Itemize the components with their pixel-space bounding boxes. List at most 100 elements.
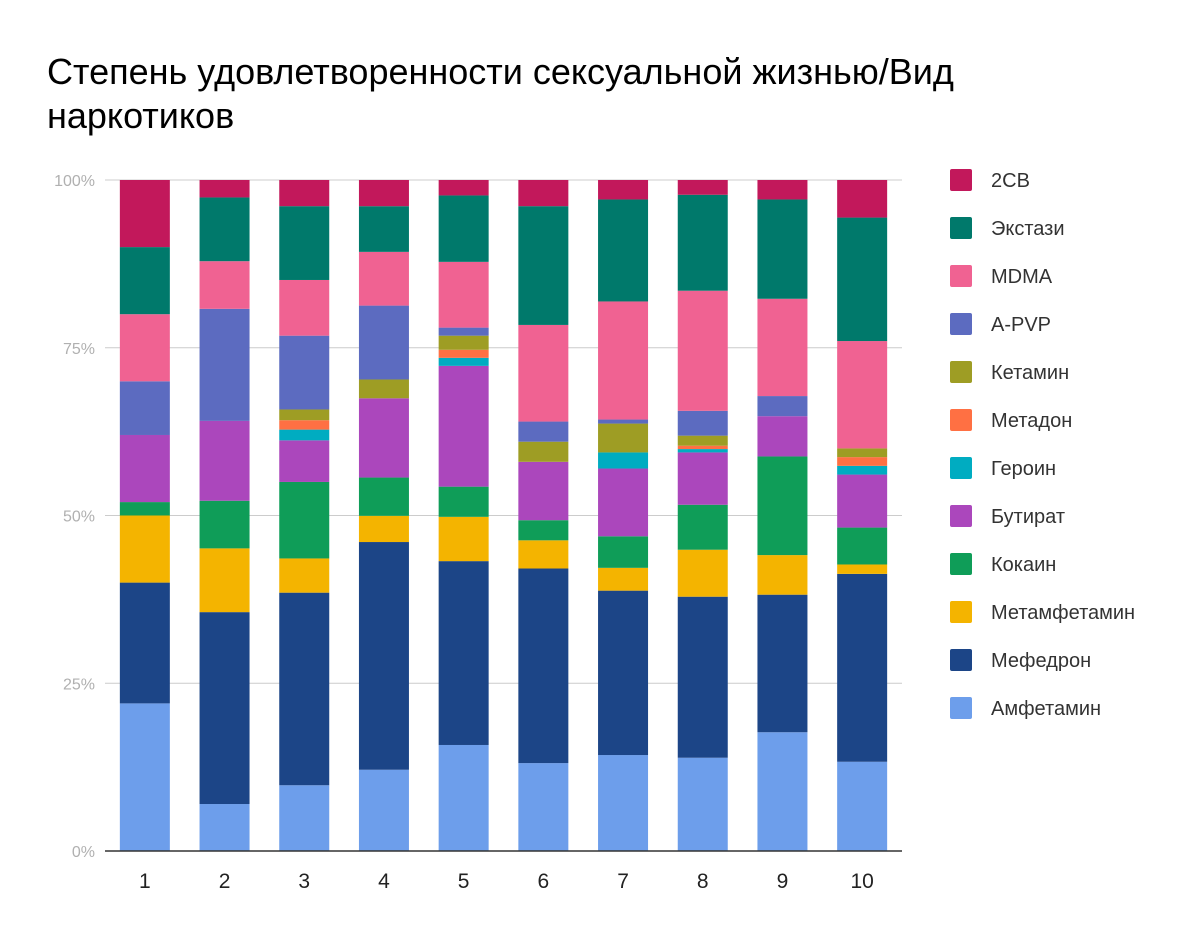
bar-segment xyxy=(757,416,808,457)
legend-label: MDMA xyxy=(991,266,1053,288)
legend: 2CB Экстази MDMA A-PVP Кетамин Метадон Героин Б… xyxy=(950,169,1135,720)
bar-segment xyxy=(757,555,808,595)
bar-segment xyxy=(677,410,728,436)
bar-segment xyxy=(199,548,250,613)
legend-swatch xyxy=(950,217,972,239)
bar-segment xyxy=(757,180,808,200)
bar-segment xyxy=(518,180,569,207)
legend-label: Метамфетамин xyxy=(991,602,1135,624)
y-tick-label: 25% xyxy=(63,676,95,693)
bar-segment xyxy=(837,573,888,762)
bar-segment xyxy=(757,298,808,397)
bar-segment xyxy=(199,180,250,198)
y-tick-label: 0% xyxy=(72,844,95,861)
bar-segment xyxy=(358,515,409,543)
bar-segment xyxy=(438,180,489,196)
bar-segment xyxy=(438,357,489,366)
bar-segment xyxy=(518,206,569,325)
bar-segment xyxy=(119,434,170,503)
bar-segment xyxy=(358,305,409,380)
bar-segment xyxy=(837,457,888,466)
legend-swatch xyxy=(950,553,972,575)
bar-segment xyxy=(677,290,728,411)
bar-segment xyxy=(518,568,569,764)
legend-swatch xyxy=(950,169,972,191)
bar-segment xyxy=(279,335,330,410)
bar-segment xyxy=(677,504,728,550)
bar-segment xyxy=(438,261,489,328)
bar-segment xyxy=(119,314,170,382)
legend-swatch xyxy=(950,409,972,431)
y-axis-ticks: 0% 25% 50% 75% 100% xyxy=(54,173,95,861)
bar-segment xyxy=(119,180,170,248)
bar-segment xyxy=(438,744,489,851)
bar-segment xyxy=(677,445,728,450)
bar-segment xyxy=(279,440,330,482)
bar-segment xyxy=(438,195,489,262)
bar-segment xyxy=(279,180,330,207)
legend-label: Бутират xyxy=(991,506,1065,528)
legend-label: Мефедрон xyxy=(991,650,1091,672)
legend-swatch xyxy=(950,313,972,335)
bar-segment xyxy=(438,365,489,487)
bar-segment xyxy=(598,567,649,591)
bar-segment xyxy=(757,594,808,733)
bar-segment xyxy=(358,379,409,399)
x-tick-label: 6 xyxy=(538,870,550,893)
bar-segment xyxy=(199,261,250,309)
bar-segment xyxy=(677,194,728,291)
bar-segment xyxy=(199,197,250,262)
bar-segment xyxy=(279,279,330,336)
legend-label: Кетамин xyxy=(991,362,1069,384)
bar-segment xyxy=(358,180,409,207)
bar-segment xyxy=(279,206,330,280)
bar-segment xyxy=(837,217,888,342)
bar-segment xyxy=(518,540,569,569)
bar-segment xyxy=(279,481,330,559)
bar-segment xyxy=(358,542,409,770)
bar-segment xyxy=(677,180,728,195)
legend-label: Героин xyxy=(991,458,1056,480)
legend-swatch xyxy=(950,361,972,383)
bar-segment xyxy=(438,486,489,517)
bar-segment xyxy=(837,448,888,458)
bar-segment xyxy=(837,527,888,565)
bar-segment xyxy=(677,596,728,758)
bar-segment xyxy=(757,396,808,417)
bar-segment xyxy=(279,409,330,421)
bar-segment xyxy=(199,308,250,421)
x-tick-label: 10 xyxy=(850,870,873,893)
bar-segment xyxy=(438,561,489,745)
bar-segment xyxy=(438,327,489,336)
bar-segment xyxy=(358,251,409,306)
bar-segment xyxy=(677,549,728,597)
chart-title: Степень удовлетворенности сексуальной жи… xyxy=(47,51,954,136)
bar-segment xyxy=(358,769,409,851)
x-tick-label: 3 xyxy=(298,870,310,893)
bar-segment xyxy=(358,477,409,516)
bar-segment xyxy=(119,502,170,516)
bar-segment xyxy=(677,449,728,453)
bar-segment xyxy=(598,755,649,851)
bar-segment xyxy=(199,500,250,549)
legend-label: Метадон xyxy=(991,410,1072,432)
bar-segment xyxy=(518,441,569,462)
legend-swatch xyxy=(950,649,972,671)
bar-segment xyxy=(598,423,649,453)
legend-label: Амфетамин xyxy=(991,698,1101,720)
bar-segment xyxy=(598,536,649,568)
bar-segment xyxy=(279,592,330,786)
bar-segment xyxy=(677,435,728,446)
bar-segment xyxy=(757,199,808,299)
bar-segment xyxy=(119,381,170,435)
bar-segment xyxy=(119,515,170,583)
bar-segment xyxy=(358,398,409,478)
bar-segment xyxy=(598,199,649,302)
bar-segment xyxy=(438,335,489,350)
bar-segment xyxy=(518,763,569,851)
bar-segment xyxy=(598,452,649,469)
bar-segment xyxy=(119,703,170,851)
bar-segment xyxy=(598,590,649,756)
x-tick-label: 5 xyxy=(458,870,470,893)
